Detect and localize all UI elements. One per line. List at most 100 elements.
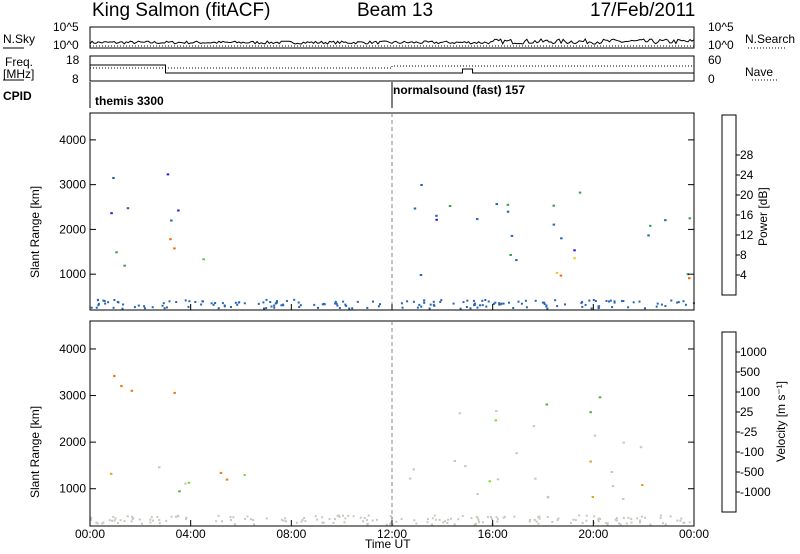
- velocity-cell: [598, 396, 602, 399]
- power-ground-cell: [469, 307, 472, 310]
- power-ground-cell: [472, 299, 475, 302]
- power-ground-cell: [520, 302, 523, 305]
- xaxis-title: Time UT: [365, 537, 411, 551]
- power-ground-cell: [440, 299, 443, 302]
- nsky-label: N.Sky: [3, 32, 36, 46]
- power-ground-cell: [351, 307, 354, 310]
- power-ground-cell: [223, 304, 226, 307]
- velocity-ground-cell: [533, 518, 536, 521]
- power-ground-cell: [401, 306, 404, 309]
- power-ground-cell: [137, 304, 140, 307]
- power-ground-cell: [581, 300, 584, 303]
- velocity-cell: [464, 465, 467, 468]
- power-cell: [686, 273, 690, 276]
- velocity-cell: [532, 425, 536, 428]
- velocity-cell: [412, 468, 415, 471]
- velocity-ground-cell: [366, 522, 369, 525]
- power-ground-cell: [113, 299, 116, 301]
- velocity-ground-cell: [679, 519, 682, 522]
- velocity-ground-cell: [636, 517, 639, 520]
- search-tick-top: 10^5: [708, 20, 734, 34]
- velocity-ground-cell: [101, 522, 104, 525]
- velocity-cell: [545, 403, 549, 406]
- power-cell: [649, 224, 652, 227]
- power-ground-cell: [372, 300, 374, 303]
- velocity-ground-cell: [640, 515, 643, 518]
- power-ground-cell: [564, 303, 566, 306]
- power-cell: [448, 205, 452, 207]
- power-ground-cell: [466, 299, 469, 302]
- power-ground-cell: [664, 305, 667, 307]
- power-ground-cell: [543, 303, 546, 306]
- power-ground-cell: [163, 307, 166, 310]
- xtick-label: 20:00: [578, 527, 608, 541]
- velocity-ground-cell: [362, 520, 364, 523]
- velocity-ground-cell: [112, 515, 115, 518]
- nave-trace: [90, 65, 694, 69]
- power-ground-cell: [452, 302, 455, 305]
- velocity-ground-cell: [359, 516, 362, 519]
- power-colorbar-tick-label: 20: [740, 188, 754, 202]
- power-cell: [476, 218, 479, 221]
- freq-unit-label: [MHz]: [3, 67, 35, 81]
- power-colorbar-tick-label: 12: [740, 228, 754, 242]
- velocity-cell: [641, 484, 644, 486]
- velocity-ground-cell: [342, 514, 344, 517]
- velocity-ground-cell: [158, 522, 161, 525]
- power-ground-cell: [265, 298, 268, 301]
- velocity-ground-cell: [599, 517, 602, 520]
- velocity-ground-cell: [449, 517, 452, 520]
- cpid-entry-themis: themis 3300: [95, 94, 164, 108]
- power-ground-cell: [502, 302, 505, 305]
- power-ground-cell: [525, 306, 528, 309]
- nave-label: Nave: [745, 65, 774, 79]
- velocity-ground-cell: [433, 514, 436, 517]
- velocity-ground-cell: [301, 518, 304, 521]
- beam-title: Beam 13: [357, 0, 434, 21]
- power-ground-cell: [484, 299, 487, 301]
- velocity-ground-cell: [375, 518, 378, 521]
- velocity-cell: [622, 441, 625, 444]
- velocity-ground-cell: [572, 518, 575, 521]
- velocity-ground-cell: [316, 518, 319, 521]
- velocity-cell: [546, 495, 550, 498]
- velocity-ground-cell: [476, 517, 479, 520]
- power-ground-cell: [230, 306, 232, 308]
- power-ground-cell: [210, 302, 213, 305]
- velocity-ground-cell: [669, 515, 672, 518]
- velocity-colorbar-tick-label: -1000: [740, 485, 771, 499]
- power-ground-cell: [465, 306, 468, 308]
- power-ground-cell: [428, 307, 431, 310]
- velocity-ground-cell: [149, 521, 152, 524]
- power-colorbar-tick-label: 8: [740, 248, 747, 262]
- velocity-ground-cell: [229, 519, 232, 521]
- velocity-cell: [494, 419, 498, 422]
- power-cell: [573, 257, 576, 260]
- xtick-label: 12:00: [377, 527, 407, 541]
- power-ground-cell: [638, 300, 641, 303]
- velocity-colorbar-frame: [721, 331, 737, 513]
- velocity-ground-cell: [111, 519, 114, 522]
- velocity-ground-cell: [314, 515, 317, 518]
- power-ground-cell: [188, 300, 191, 303]
- velocity-ground-cell: [176, 514, 179, 517]
- power-ground-cell: [234, 301, 237, 304]
- velocity-ground-cell: [119, 519, 122, 522]
- velocity-ground-cell: [482, 521, 484, 524]
- power-ground-cell: [432, 300, 435, 303]
- power-ground-cell: [269, 301, 272, 303]
- velocity-ground-cell: [578, 514, 581, 517]
- power-cell: [110, 212, 113, 215]
- velocity-cell: [173, 391, 176, 394]
- power-cell: [413, 207, 417, 210]
- power-ground-cell: [348, 307, 351, 310]
- nave-tick-top: 60: [708, 53, 722, 67]
- power-ground-cell: [590, 307, 593, 310]
- velocity-ground-cell: [477, 519, 480, 521]
- velocity-ground-cell: [470, 517, 473, 520]
- power-ground-cell: [194, 301, 197, 303]
- velocity-ground-cell: [676, 519, 679, 522]
- velocity-ground-cell: [502, 516, 505, 519]
- velocity-ground-cell: [321, 521, 324, 524]
